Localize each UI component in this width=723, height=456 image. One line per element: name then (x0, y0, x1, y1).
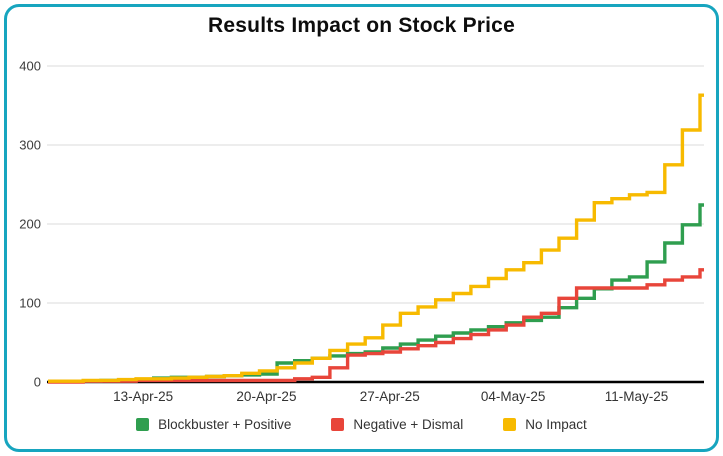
series-line-no-impact (48, 93, 704, 383)
legend-label: Negative + Dismal (353, 417, 464, 432)
legend-item-negative-dismal: Negative + Dismal (331, 417, 463, 432)
y-tick-label: 200 (19, 217, 41, 232)
chart-legend: Blockbuster + Positive Negative + Dismal N… (7, 417, 716, 432)
chart-card: Results Impact on Stock Price 0 100 200 300… (4, 4, 719, 452)
x-tick-label: 13-Apr-25 (113, 389, 173, 404)
chart-plot-area: 0 100 200 300 400 13-Apr-25 20-Apr-25 27-Apr-25… (19, 59, 704, 404)
legend-swatch-negative-dismal (331, 418, 345, 431)
y-tick-label: 100 (19, 296, 41, 311)
series-line-negative-dismal (48, 268, 704, 384)
legend-swatch-blockbuster-positive (136, 418, 150, 431)
legend-label: No Impact (525, 417, 587, 432)
legend-item-blockbuster-positive: Blockbuster + Positive (136, 417, 291, 432)
y-tick-label: 0 (34, 375, 41, 390)
y-tick-label: 400 (19, 59, 41, 74)
legend-swatch-no-impact (503, 418, 517, 431)
x-tick-label: 11-May-25 (605, 389, 669, 404)
legend-item-no-impact: No Impact (503, 417, 587, 432)
y-tick-label: 300 (19, 138, 41, 153)
chart-title: Results Impact on Stock Price (208, 14, 515, 37)
x-tick-label: 04-May-25 (481, 389, 546, 404)
legend-label: Blockbuster + Positive (158, 417, 292, 432)
x-tick-label: 20-Apr-25 (236, 389, 296, 404)
x-tick-label: 27-Apr-25 (360, 389, 420, 404)
